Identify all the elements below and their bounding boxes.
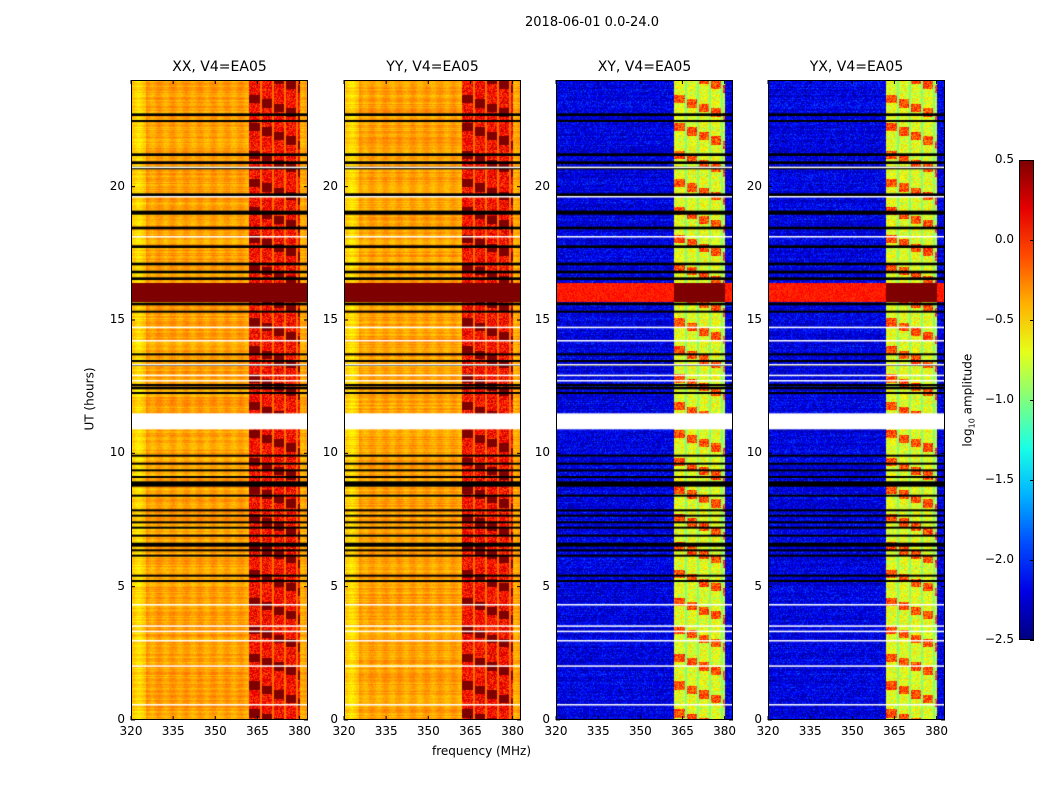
y-tick-label: 0 — [542, 712, 550, 726]
axes-frame — [343, 80, 521, 721]
y-tick-label: 5 — [542, 578, 550, 593]
x-tick-label: 365 — [882, 724, 906, 738]
y-tick-label: 15 — [109, 312, 125, 326]
x-axis-label: frequency (MHz) — [432, 744, 532, 758]
y-tick-label: 10 — [534, 445, 550, 460]
y-tick-label: 15 — [534, 312, 550, 326]
axes-border — [768, 80, 945, 720]
y-tick-label: 20 — [322, 178, 338, 193]
x-tick-label: 365 — [670, 724, 694, 738]
x-tick-label: 350 — [203, 724, 227, 738]
panel-title: XX, V4=EA05 — [172, 59, 267, 75]
heatmap-image — [344, 80, 521, 720]
colorbar-tick-mark — [1030, 560, 1034, 561]
x-tick-label: 380 — [501, 724, 525, 738]
colorbar-tick-mark — [1030, 640, 1034, 641]
heatmap-image — [768, 80, 945, 720]
panel-title: YY, V4=EA05 — [386, 59, 479, 75]
x-tick-label: 335 — [586, 724, 610, 738]
panel-title: YX, V4=EA05 — [809, 59, 904, 75]
x-tick-label: 350 — [628, 724, 652, 738]
x-tick-label: 365 — [245, 724, 269, 738]
y-tick-label: 10 — [322, 445, 338, 460]
colorbar-label-sub: 10 — [967, 418, 977, 429]
colorbar-tick-mark — [1030, 160, 1034, 161]
x-tick-label: 335 — [374, 724, 398, 738]
y-tick-label: 0 — [330, 712, 338, 726]
axes-frame — [130, 80, 308, 721]
colorbar-label: log10 amplitude — [960, 354, 976, 447]
panel-xy — [555, 80, 733, 721]
panel-yx — [767, 80, 945, 721]
colorbar-tick-mark — [1030, 480, 1034, 481]
x-tick-label: 320 — [544, 724, 568, 738]
y-tick-label: 0 — [117, 712, 125, 726]
colorbar-tick-label: −2.5 — [984, 632, 1014, 646]
x-tick-label: 350 — [840, 724, 864, 738]
y-tick-label: 10 — [109, 445, 125, 460]
panel-xx — [130, 80, 308, 721]
y-axis-label: UT (hours) — [82, 367, 97, 431]
colorbar-tick-label: −0.5 — [984, 312, 1014, 326]
panel-yy — [343, 80, 521, 721]
x-tick-label: 320 — [756, 724, 780, 738]
panel-title: XY, V4=EA05 — [597, 59, 692, 75]
y-tick-label: 20 — [746, 178, 762, 193]
colorbar-tick-label: −2.0 — [984, 552, 1014, 566]
colorbar-tick-mark — [1030, 240, 1034, 241]
y-tick-label: 5 — [754, 578, 762, 593]
y-tick-label: 15 — [322, 312, 338, 326]
x-tick-label: 320 — [332, 724, 356, 738]
colorbar-tick-mark — [1030, 320, 1034, 321]
y-tick-label: 5 — [117, 578, 125, 593]
x-tick-label: 350 — [416, 724, 440, 738]
x-tick-label: 380 — [288, 724, 312, 738]
y-tick-label: 15 — [746, 312, 762, 326]
y-tick-label: 5 — [330, 578, 338, 593]
axes-border — [344, 80, 521, 720]
axes-frame — [555, 80, 733, 721]
heatmap-image — [556, 80, 733, 720]
axes-frame — [767, 80, 945, 721]
figure-title: 2018-06-01 0.0-24.0 — [525, 15, 659, 30]
colorbar-tick-label: −1.0 — [984, 392, 1014, 406]
y-tick-label: 20 — [534, 178, 550, 193]
axes-border — [556, 80, 733, 720]
y-tick-label: 0 — [754, 712, 762, 726]
heatmap-image — [131, 80, 308, 720]
colorbar-tick-mark — [1030, 400, 1034, 401]
x-tick-label: 380 — [925, 724, 949, 738]
x-tick-label: 335 — [798, 724, 822, 738]
colorbar-tick-label: 0.0 — [994, 232, 1014, 246]
axes-border — [131, 80, 308, 720]
x-tick-label: 365 — [458, 724, 482, 738]
x-tick-label: 335 — [161, 724, 185, 738]
colorbar-tick-label: 0.5 — [994, 152, 1014, 166]
colorbar-label-rest: amplitude — [960, 353, 975, 419]
x-tick-label: 380 — [713, 724, 737, 738]
colorbar-label-base: log — [960, 428, 975, 447]
colorbar-tick-label: −1.5 — [984, 472, 1014, 486]
y-tick-label: 10 — [746, 445, 762, 460]
y-tick-label: 20 — [109, 178, 125, 193]
x-tick-label: 320 — [119, 724, 143, 738]
